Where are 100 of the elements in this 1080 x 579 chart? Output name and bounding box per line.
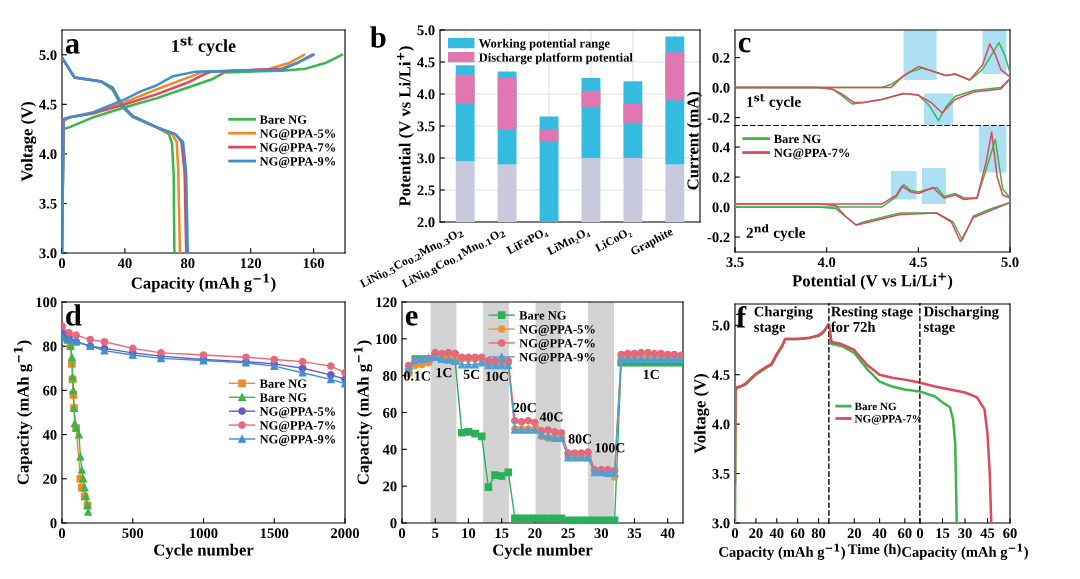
y-tick-label: 2.0: [417, 217, 435, 228]
legend-label: Bare NG: [519, 311, 567, 320]
y-tick-label: 3.5: [39, 198, 57, 209]
y-tick-label: 0: [390, 518, 397, 529]
y-tick-label: 20: [383, 481, 397, 492]
x-tick-label: 15: [936, 528, 950, 539]
x-tick-label: 0: [58, 258, 66, 269]
y-tick-label: 0.0: [712, 82, 730, 93]
x-tick-label: 120: [240, 258, 262, 269]
x-axis-title: Cycle number: [493, 543, 593, 560]
y-tick-label: -0.2: [707, 232, 730, 243]
y-tick-label: 5.0: [712, 320, 730, 331]
y-tick-label: 3.5: [417, 121, 435, 132]
annotation: 1C: [643, 369, 659, 380]
legend-label: Bare NG: [773, 134, 821, 144]
y-tick-label: 4.0: [417, 89, 435, 100]
x-tick-label: 0: [731, 528, 739, 539]
legend-label: NG@PPA-9%: [259, 157, 336, 168]
x-tick-label: 30: [594, 528, 609, 539]
x-tick-label: 4.5: [909, 257, 927, 268]
annotation: 2$^{nd}$ cycle: [746, 224, 806, 242]
x-tick-label: 2000: [331, 528, 360, 539]
annotation: Discharging stage: [923, 306, 999, 335]
x-axis-title: Potential (V vs Li/Li$^{+}$): [792, 272, 953, 290]
legend-label: Bare NG: [854, 402, 897, 411]
legend-label: NG@PPA-7%: [773, 148, 850, 160]
y-axis-title: Potential (V vs Li/Li$^{+}$): [396, 46, 414, 207]
legend-label: Bare NG: [259, 393, 307, 402]
y-tick-label: -0.2: [707, 112, 730, 123]
x-tick-label: 4.0: [817, 257, 836, 268]
legend-label: NG@PPA-5%: [519, 325, 595, 336]
annotation: 5C: [463, 369, 480, 380]
legend-label: NG@PPA-5%: [259, 407, 336, 418]
legend-label: NG@PPA-5%: [259, 129, 336, 140]
legend-label: NG@PPA-7%: [519, 339, 595, 350]
y-tick-label: 3.0: [417, 153, 435, 164]
x-tick-label: 40: [117, 258, 132, 269]
x-tick-label: 35: [627, 528, 642, 539]
y-tick-label: 0.0: [712, 202, 730, 213]
y-tick-label: 4.5: [39, 99, 57, 110]
y-tick-label: 0.2: [712, 172, 730, 183]
y-tick-label: 80: [383, 371, 397, 381]
x-axis-title: Cycle number: [154, 543, 254, 560]
annotation: a: [65, 39, 80, 54]
annotation: 20C: [513, 402, 536, 413]
annotation: 10C: [486, 371, 508, 382]
x-tick-label: 0: [58, 528, 66, 539]
y-tick-label: 3.0: [712, 518, 730, 529]
x-tick-label: 1500: [260, 528, 289, 539]
legend-label: Working potential range: [478, 38, 610, 51]
x-tick-label: 25: [561, 528, 575, 539]
x-tick-label: 500: [122, 528, 144, 539]
x-tick-label: 80: [180, 258, 195, 269]
x-tick-label: 20: [847, 528, 862, 539]
x-tick-label: 5.0: [1001, 257, 1019, 268]
x-tick-label: 80: [811, 528, 826, 539]
y-tick-label: 100: [36, 297, 57, 308]
y-tick-label: 4.0: [712, 419, 730, 430]
legend-label: Bare NG: [259, 379, 307, 388]
x-tick-label: 60: [790, 528, 805, 539]
legend-label: Discharge platform potential: [478, 52, 633, 65]
x-tick-label: 10: [462, 528, 476, 539]
annotation: d: [66, 304, 82, 326]
x-tick-label: 40: [769, 528, 784, 539]
x-tick-label: 60: [1003, 528, 1017, 539]
y-tick-label: 3.5: [712, 468, 730, 479]
x-tick-label: 5: [432, 528, 439, 539]
y-tick-label: 4.0: [39, 149, 57, 160]
y-tick-label: 4.5: [417, 57, 435, 68]
y-tick-label: 60: [43, 385, 57, 396]
annotation: 80C: [568, 434, 592, 444]
y-tick-label: 80: [43, 341, 57, 352]
x-tick-label: 3.5: [726, 257, 744, 268]
legend-label: NG@PPA-7%: [259, 143, 336, 154]
y-axis-title: Voltage (V): [693, 374, 710, 454]
y-tick-label: 5.0: [417, 25, 435, 36]
annotation: 1$^{st}$ cycle: [747, 93, 801, 111]
annotation: 1$^{st}$ cycle: [172, 36, 236, 56]
y-tick-label: 5.0: [39, 50, 57, 61]
y-tick-label: 0.4: [712, 142, 730, 153]
text: b: [370, 26, 386, 48]
annotation: 40C: [539, 412, 563, 422]
annotation: f: [736, 305, 747, 328]
x-tick-label: 0: [916, 528, 924, 539]
y-axis-title: Current (mA): [686, 91, 702, 190]
y-axis-title: Capacity (mAh g$^{−1}$): [353, 340, 373, 485]
annotation: 1C: [436, 367, 452, 378]
y-tick-label: 40: [382, 444, 397, 455]
x-axis-title: Capacity (mAh g$^{−1}$): [902, 543, 1028, 560]
x-tick-label: 30: [958, 528, 972, 539]
y-tick-label: 3.0: [39, 248, 57, 259]
legend-label: NG@PPA-7%: [259, 421, 336, 432]
legend-label: NG@PPA-7%: [854, 414, 922, 425]
y-tick-label: 0: [50, 518, 57, 529]
y-tick-label: 4.5: [712, 370, 730, 380]
y-tick-label: 20: [43, 474, 57, 484]
y-tick-label: 100: [376, 334, 397, 345]
x-tick-label: 15: [495, 528, 509, 539]
x-axis-title: Capacity (mAh g$^{−1}$): [131, 273, 276, 293]
x-tick-label: 1000: [190, 528, 218, 539]
